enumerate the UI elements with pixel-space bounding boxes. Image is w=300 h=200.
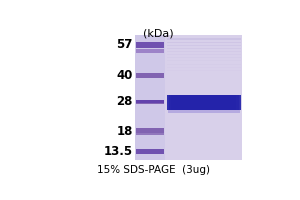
Bar [167, 54, 241, 55]
Bar [171, 95, 236, 110]
Bar [136, 73, 164, 78]
Text: 18: 18 [116, 125, 133, 138]
Text: 40: 40 [116, 69, 133, 82]
Bar [135, 35, 242, 160]
Bar [168, 95, 240, 113]
Bar [167, 64, 241, 65]
Bar [136, 149, 164, 154]
Bar [136, 100, 164, 104]
Bar [167, 57, 241, 58]
Text: 57: 57 [116, 38, 133, 51]
Bar [136, 49, 164, 53]
Bar [167, 42, 241, 43]
Bar [167, 60, 241, 61]
Text: 15% SDS-PAGE  (3ug): 15% SDS-PAGE (3ug) [97, 165, 210, 175]
Bar [136, 133, 164, 135]
Bar [167, 51, 241, 52]
Bar [167, 67, 241, 68]
Text: 28: 28 [116, 95, 133, 108]
Bar [167, 95, 241, 110]
Bar [167, 70, 241, 71]
Bar [136, 128, 164, 133]
Text: (kDa): (kDa) [143, 29, 174, 39]
Bar [136, 100, 164, 103]
Text: 13.5: 13.5 [104, 145, 133, 158]
Bar [165, 35, 242, 160]
Bar [169, 95, 238, 110]
Bar [135, 35, 165, 160]
Bar [167, 38, 241, 40]
Bar [167, 48, 241, 49]
Bar [136, 42, 164, 48]
Bar [167, 45, 241, 46]
